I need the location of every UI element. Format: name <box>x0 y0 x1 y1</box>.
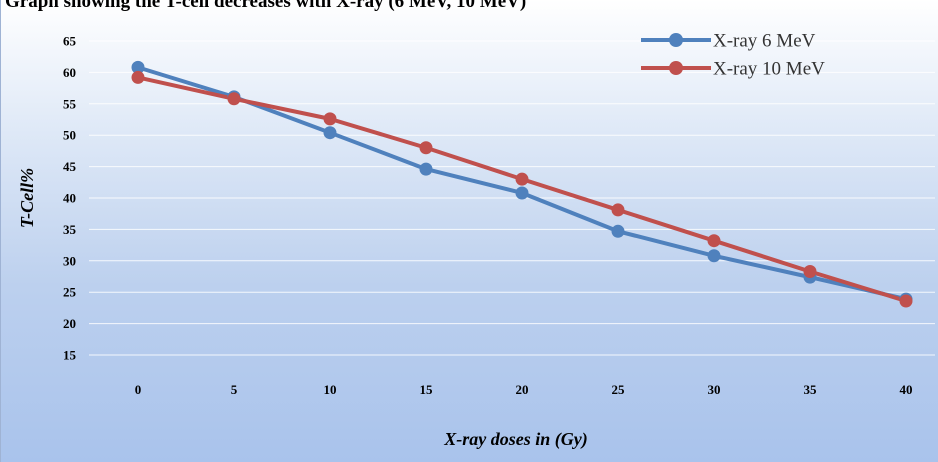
x-axis-ticks: 0 5 10 15 20 25 30 35 40 <box>135 382 913 397</box>
y-tick-label: 25 <box>63 285 77 300</box>
x-tick-label: 25 <box>612 382 626 397</box>
y-tick-label: 60 <box>63 65 76 80</box>
data-point-1 <box>227 92 241 106</box>
gridlines <box>89 40 935 356</box>
y-tick-label: 35 <box>63 222 77 237</box>
data-point-1 <box>803 264 817 278</box>
y-axis-title: T-Cell% <box>17 168 37 228</box>
series-points <box>131 60 913 308</box>
x-tick-label: 10 <box>324 382 337 397</box>
x-tick-label: 30 <box>708 382 721 397</box>
x-tick-label: 20 <box>516 382 529 397</box>
y-tick-label: 45 <box>63 159 77 174</box>
y-tick-label: 65 <box>63 34 77 49</box>
legend-label: X-ray 6 MeV <box>713 31 816 52</box>
data-point-1 <box>323 112 337 126</box>
y-tick-label: 20 <box>63 316 76 331</box>
y-tick-label: 15 <box>63 348 77 363</box>
data-point-0 <box>707 249 721 263</box>
y-axis-ticks: 15 20 25 30 35 40 45 50 55 60 65 <box>63 34 77 363</box>
y-tick-label: 55 <box>63 96 77 111</box>
chart-title: Graph showing the T-cell decreases with … <box>5 0 527 12</box>
x-tick-label: 5 <box>231 382 238 397</box>
data-point-0 <box>419 162 433 176</box>
data-point-0 <box>611 224 625 238</box>
data-point-1 <box>611 203 625 217</box>
x-tick-label: 0 <box>135 382 142 397</box>
legend: X-ray 6 MeV X-ray 10 MeV <box>641 31 825 80</box>
legend-label: X-ray 10 MeV <box>713 59 825 80</box>
data-point-1 <box>707 234 721 248</box>
x-tick-label: 40 <box>900 382 913 397</box>
legend-marker <box>669 33 683 47</box>
legend-marker <box>669 61 683 75</box>
x-axis-title: X-ray doses in (Gy) <box>443 429 587 450</box>
data-point-1 <box>515 172 529 186</box>
data-point-1 <box>131 70 145 84</box>
y-tick-label: 30 <box>63 253 76 268</box>
x-tick-label: 15 <box>420 382 434 397</box>
data-point-0 <box>323 126 337 140</box>
data-point-1 <box>419 141 433 155</box>
data-point-0 <box>515 186 529 200</box>
data-point-0 <box>131 60 145 74</box>
x-tick-label: 35 <box>804 382 818 397</box>
y-tick-label: 50 <box>63 128 76 143</box>
y-tick-label: 40 <box>63 191 76 206</box>
data-point-1 <box>899 294 913 308</box>
